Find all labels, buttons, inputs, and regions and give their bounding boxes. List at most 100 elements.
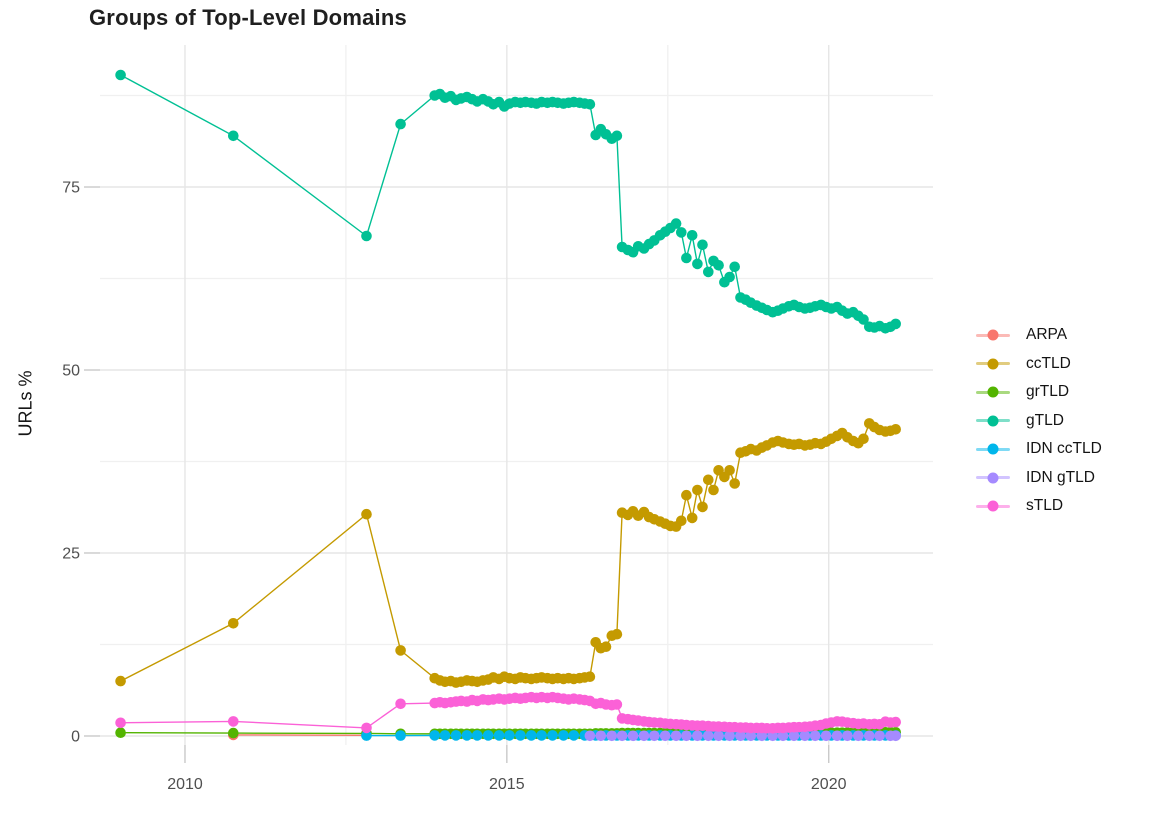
data-point bbox=[676, 515, 687, 527]
series-stld bbox=[115, 691, 901, 734]
axis-tick-labels: 2010 2015 2020 0 25 50 75 bbox=[62, 180, 846, 794]
data-point bbox=[890, 716, 901, 728]
y-tick-label: 50 bbox=[62, 363, 80, 380]
data-point bbox=[115, 675, 126, 687]
data-point bbox=[745, 730, 757, 742]
series-line-gtld bbox=[120, 74, 897, 330]
data-point bbox=[692, 258, 703, 270]
data-point bbox=[450, 730, 462, 741]
data-point bbox=[756, 730, 768, 742]
data-point bbox=[713, 260, 724, 271]
gridlines-major bbox=[100, 45, 933, 745]
data-point bbox=[361, 508, 372, 520]
data-point bbox=[724, 465, 735, 476]
data-point bbox=[115, 727, 126, 738]
data-point bbox=[493, 730, 505, 741]
legend-key-icon bbox=[976, 499, 1010, 513]
series-cctld bbox=[115, 418, 901, 688]
data-point bbox=[627, 730, 639, 742]
x-tick-label: 2010 bbox=[167, 776, 203, 793]
legend-key-dot bbox=[987, 329, 999, 341]
data-point bbox=[729, 261, 740, 273]
legend-label: IDN ccTLD bbox=[1026, 440, 1102, 458]
data-point bbox=[395, 645, 406, 656]
data-point bbox=[874, 730, 885, 742]
data-point bbox=[788, 730, 800, 742]
data-point bbox=[676, 227, 687, 238]
legend-key-icon bbox=[976, 385, 1010, 399]
legend-item-idn-cctld: IDN ccTLD bbox=[976, 435, 1102, 464]
data-point bbox=[703, 474, 714, 486]
data-point bbox=[584, 671, 596, 682]
data-point bbox=[611, 628, 623, 640]
data-point bbox=[429, 730, 441, 741]
data-point bbox=[724, 271, 735, 283]
data-point bbox=[638, 730, 650, 742]
legend-label: ARPA bbox=[1026, 326, 1068, 344]
data-point bbox=[471, 730, 483, 741]
data-point bbox=[606, 730, 618, 742]
data-point bbox=[115, 717, 126, 729]
data-point bbox=[600, 641, 612, 652]
data-point bbox=[395, 698, 406, 710]
data-point bbox=[558, 730, 569, 741]
legend-item-gtld: gTLD bbox=[976, 407, 1102, 436]
legend-key-dot bbox=[987, 472, 999, 484]
data-point bbox=[686, 230, 698, 241]
legend-label: ccTLD bbox=[1026, 354, 1071, 372]
data-point bbox=[504, 730, 515, 741]
data-point bbox=[611, 699, 623, 710]
legend-item-grtld: grTLD bbox=[976, 378, 1102, 407]
data-point bbox=[616, 730, 628, 742]
data-point bbox=[842, 730, 853, 742]
data-point bbox=[713, 730, 724, 742]
legend: ARPA ccTLD grTLD gTLD IDN ccTLD IDN gTLD sTLD bbox=[976, 321, 1102, 521]
axis-ticks bbox=[84, 186, 830, 763]
data-point bbox=[767, 730, 778, 742]
data-point bbox=[777, 730, 789, 742]
legend-label: IDN gTLD bbox=[1026, 468, 1095, 486]
data-point bbox=[361, 230, 372, 242]
data-point bbox=[395, 730, 406, 741]
legend-key-icon bbox=[976, 357, 1010, 371]
data-point bbox=[681, 489, 692, 501]
data-point bbox=[831, 730, 843, 742]
data-point bbox=[515, 730, 526, 741]
data-point bbox=[361, 722, 372, 734]
chart-title: Groups of Top-Level Domains bbox=[89, 5, 407, 30]
series-arpa bbox=[228, 729, 372, 741]
legend-item-arpa: ARPA bbox=[976, 321, 1102, 350]
data-point bbox=[858, 433, 869, 445]
data-point bbox=[228, 727, 239, 739]
data-point bbox=[670, 730, 682, 742]
data-point bbox=[536, 730, 547, 741]
data-point bbox=[659, 730, 671, 742]
legend-key-dot bbox=[987, 500, 999, 512]
data-point bbox=[692, 730, 703, 742]
data-point bbox=[703, 730, 714, 742]
data-point bbox=[461, 730, 473, 741]
data-point bbox=[584, 99, 596, 110]
data-point bbox=[697, 239, 708, 251]
data-point bbox=[853, 730, 864, 742]
data-point bbox=[611, 130, 623, 142]
data-point bbox=[692, 484, 703, 496]
data-point bbox=[820, 730, 832, 742]
data-point bbox=[686, 512, 698, 524]
y-tick-label: 25 bbox=[62, 546, 80, 563]
data-point bbox=[724, 730, 735, 742]
data-point bbox=[708, 484, 719, 496]
data-point bbox=[568, 730, 580, 741]
legend-key-icon bbox=[976, 471, 1010, 485]
data-point bbox=[890, 730, 901, 742]
data-point bbox=[735, 730, 746, 742]
legend-label: grTLD bbox=[1026, 383, 1070, 401]
series-idn-gtld bbox=[584, 730, 901, 742]
data-point bbox=[890, 424, 901, 435]
data-point bbox=[799, 730, 811, 742]
data-point bbox=[395, 118, 406, 130]
x-tick-label: 2020 bbox=[811, 776, 847, 793]
data-point bbox=[228, 716, 239, 727]
legend-key-icon bbox=[976, 442, 1010, 456]
